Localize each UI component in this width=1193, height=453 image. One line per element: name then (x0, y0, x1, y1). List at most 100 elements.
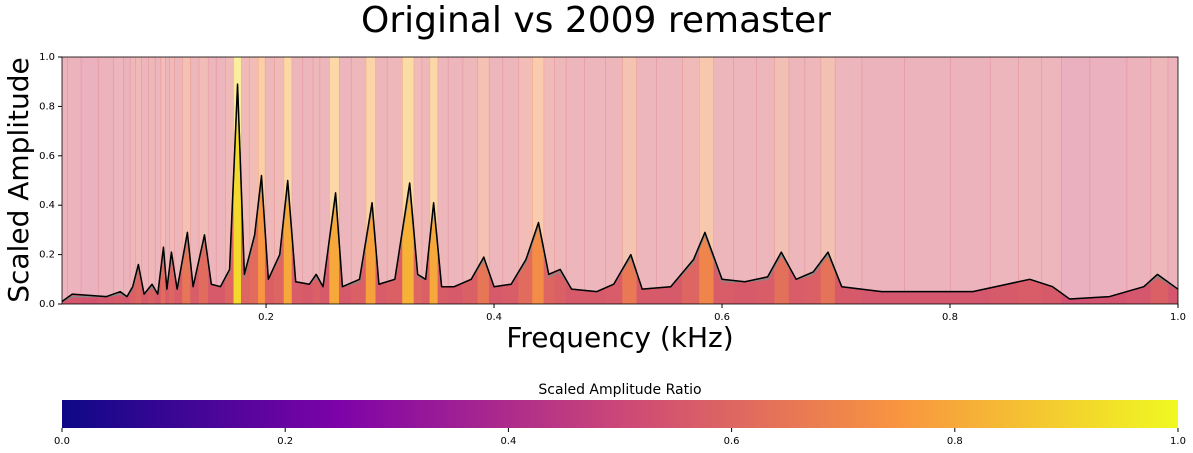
background-stripe (713, 57, 734, 304)
background-stripe (148, 57, 156, 304)
background-stripe (329, 57, 340, 304)
y-tick-label: 0.4 (39, 200, 55, 211)
background-stripe (413, 57, 423, 304)
background-stripe (622, 57, 638, 304)
colorbar-tick-label: 0.2 (277, 436, 293, 447)
background-stripe (656, 57, 683, 304)
line (61, 83, 1179, 303)
background-stripe (834, 57, 863, 304)
background-stripe (350, 57, 367, 304)
background-stripe (135, 57, 142, 304)
colorbar (62, 400, 1178, 428)
background-stripe (1061, 57, 1091, 304)
colorbar-tick-label: 0.8 (947, 436, 963, 447)
background-stripe (477, 57, 490, 304)
colorbar-tick-label: 0.6 (724, 436, 740, 447)
background-stripe (1150, 57, 1169, 304)
background-stripe (225, 57, 235, 304)
background-stripe (543, 57, 555, 304)
background-stripe (462, 57, 479, 304)
background-stripe (1041, 57, 1062, 304)
background-stripe (365, 57, 376, 304)
y-tick-label: 0.2 (39, 250, 55, 261)
background-stripe (682, 57, 700, 304)
background-stripe (274, 57, 285, 304)
x-tick-label: 0.2 (258, 312, 274, 323)
background-stripe (165, 57, 170, 304)
background-stripe (733, 57, 757, 304)
background-stripe (312, 57, 321, 304)
background-stripe (447, 57, 464, 304)
background-stripe (113, 57, 125, 304)
axes: 0.2 0.4 0.6 0.8 1.0 0.0 0.2 0.4 0.6 0.8 1.0 0.0 0.2 0… (39, 52, 1186, 447)
background-stripe (950, 57, 991, 304)
background-stripe (264, 57, 275, 304)
y-tick-label: 0.8 (39, 101, 55, 112)
background-stripe (249, 57, 259, 304)
plot-frame (61, 56, 1179, 305)
background-stripe (437, 57, 449, 304)
background-stripe (319, 57, 330, 304)
x-axis-label: Frequency (kHz) (506, 321, 733, 354)
background-stripe (141, 57, 149, 304)
background-stripe (129, 57, 137, 304)
background-stripe (1089, 57, 1128, 304)
background-stripe (154, 57, 162, 304)
background-stripe (554, 57, 567, 304)
lines (61, 83, 1179, 303)
background-stripe (532, 57, 545, 304)
background-stripe (502, 57, 520, 304)
background-stripe (67, 57, 82, 304)
background-stripe (820, 57, 836, 304)
background-stripe (429, 57, 439, 304)
background-stripe (756, 57, 775, 304)
x-tick-label: 0.6 (714, 312, 730, 323)
background-stripe (160, 57, 166, 304)
background-stripe (169, 57, 175, 304)
colorbar-tick-label: 0.0 (54, 436, 70, 447)
background-stripe (386, 57, 403, 304)
background-stripe (190, 57, 200, 304)
x-tick-label: 1.0 (1170, 312, 1186, 323)
background-stripe (989, 57, 1019, 304)
background-stripe (565, 57, 585, 304)
x-tick-label: 0.4 (486, 312, 502, 323)
background-stripe (215, 57, 226, 304)
under-stripe (233, 84, 242, 304)
x-tick-label: 0.8 (942, 312, 958, 323)
background-stripe (97, 57, 114, 304)
background-stripe (174, 57, 183, 304)
background-stripe (207, 57, 217, 304)
y-axis-label: Scaled Amplitude (2, 57, 35, 303)
background-stripe (198, 57, 209, 304)
y-tick-label: 0.6 (39, 151, 55, 162)
background-stripe (291, 57, 304, 304)
chart-title: Original vs 2009 remaster (361, 0, 831, 41)
background-stripe (240, 57, 251, 304)
background-stripe (584, 57, 606, 304)
background-stripe (904, 57, 951, 304)
background-stripe (123, 57, 131, 304)
background-stripe (62, 57, 68, 304)
background-stripe (375, 57, 388, 304)
background-stripe (402, 57, 415, 304)
background-stripe (339, 57, 352, 304)
background-stripe (182, 57, 191, 304)
background-stripe (518, 57, 533, 304)
background-stripe (605, 57, 623, 304)
background-stripe (788, 57, 806, 304)
background-stripe (1018, 57, 1042, 304)
colorbar-tick-label: 1.0 (1170, 436, 1186, 447)
background-stripe (804, 57, 822, 304)
background-stripe (774, 57, 790, 304)
colorbar-label: Scaled Amplitude Ratio (538, 382, 701, 398)
background-stripe (421, 57, 431, 304)
colorbar-tick-label: 0.4 (500, 436, 516, 447)
y-tick-label: 0.0 (39, 299, 55, 310)
background-stripe (1167, 57, 1178, 304)
background-stripe (488, 57, 504, 304)
background-stripe (302, 57, 314, 304)
y-tick-label: 1.0 (39, 52, 55, 63)
